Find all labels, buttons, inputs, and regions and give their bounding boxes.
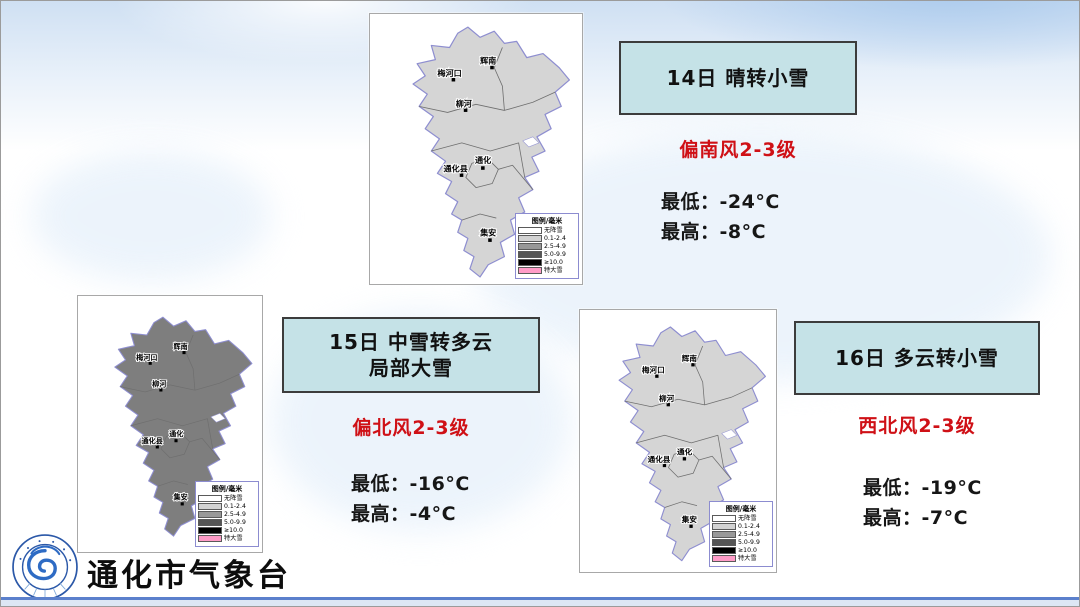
wind-text-day14: 偏南风2-3级: [679, 139, 797, 161]
low-temp-value: -16°C: [409, 473, 470, 495]
high-temp-value: -7°C: [921, 507, 969, 529]
legend-label: 特大雪: [224, 534, 243, 543]
high-temp-row: 最高：-4°C: [351, 499, 470, 529]
temps-day15: 最低：-16°C 最高：-4°C: [351, 469, 470, 529]
legend-swatch: [712, 515, 736, 522]
legend-swatch: [518, 235, 542, 242]
legend-swatch: [712, 539, 736, 546]
forecast-title-day15: 15日 中雪转多云 局部大雪: [282, 317, 540, 393]
legend-swatch: [712, 523, 736, 530]
temps-day14: 最低：-24°C 最高：-8°C: [661, 187, 780, 247]
legend-swatch: [518, 251, 542, 258]
low-temp-label: 最低：: [661, 191, 720, 213]
snowfall-map-day16: 图例/毫米 无降雪 0.1-2.4 2.5-4.9 5.0-9.9 ≥10.0 …: [579, 309, 777, 573]
low-temp-value: -24°C: [719, 191, 780, 213]
map-legend: 图例/毫米 无降雪 0.1-2.4 2.5-4.9 5.0-9.9 ≥10.0 …: [195, 481, 259, 547]
legend-label: ≥10.0: [738, 546, 757, 555]
high-temp-row: 最高：-7°C: [863, 503, 982, 533]
forecast-title-line: 14日 晴转小雪: [666, 66, 810, 90]
legend-swatch: [198, 519, 222, 526]
legend-label: 5.0-9.9: [544, 250, 566, 259]
high-temp-label: 最高：: [863, 507, 922, 529]
snowfall-map-day14: 图例/毫米 无降雪 0.1-2.4 2.5-4.9 5.0-9.9 ≥10.0 …: [369, 13, 583, 285]
low-temp-label: 最低：: [351, 473, 410, 495]
legend-label: ≥10.0: [224, 526, 243, 535]
legend-swatch: [198, 495, 222, 502]
low-temp-row: 最低：-24°C: [661, 187, 780, 217]
temps-day16: 最低：-19°C 最高：-7°C: [863, 473, 982, 533]
legend-label: 无降雪: [738, 514, 757, 523]
forecast-title-line: 局部大雪: [369, 356, 453, 380]
bottom-accent-line: [1, 597, 1079, 600]
legend-label: 2.5-4.9: [544, 242, 566, 251]
forecast-title-day16: 16日 多云转小雪: [794, 321, 1040, 395]
high-temp-value: -8°C: [719, 221, 767, 243]
legend-label: 特大雪: [544, 266, 563, 275]
bottom-strip: [1, 600, 1079, 606]
low-temp-label: 最低：: [863, 477, 922, 499]
meteorological-administration-logo-icon: [12, 534, 78, 600]
legend-title: 图例/毫米: [725, 505, 757, 513]
snowfall-map-day15: 图例/毫米 无降雪 0.1-2.4 2.5-4.9 5.0-9.9 ≥10.0 …: [77, 295, 263, 553]
legend-swatch: [198, 503, 222, 510]
legend-swatch: [198, 527, 222, 534]
legend-swatch: [712, 555, 736, 562]
legend-label: 2.5-4.9: [738, 530, 760, 539]
legend-title: 图例/毫米: [211, 485, 243, 493]
wind-text-day15: 偏北风2-3级: [352, 417, 470, 439]
legend-label: 5.0-9.9: [738, 538, 760, 547]
legend-swatch: [518, 243, 542, 250]
legend-swatch: [712, 531, 736, 538]
high-temp-label: 最高：: [351, 503, 410, 525]
map-legend: 图例/毫米 无降雪 0.1-2.4 2.5-4.9 5.0-9.9 ≥10.0 …: [709, 501, 773, 567]
legend-swatch: [518, 227, 542, 234]
legend-label: 无降雪: [224, 494, 243, 503]
low-temp-value: -19°C: [921, 477, 982, 499]
legend-swatch: [518, 267, 542, 274]
low-temp-row: 最低：-19°C: [863, 473, 982, 503]
high-temp-row: 最高：-8°C: [661, 217, 780, 247]
legend-label: 无降雪: [544, 226, 563, 235]
legend-label: 2.5-4.9: [224, 510, 246, 519]
low-temp-row: 最低：-16°C: [351, 469, 470, 499]
legend-label: 特大雪: [738, 554, 757, 563]
legend-label: 0.1-2.4: [738, 522, 760, 531]
legend-label: 0.1-2.4: [544, 234, 566, 243]
legend-swatch: [198, 511, 222, 518]
legend-label: 0.1-2.4: [224, 502, 246, 511]
wind-text-day16: 西北风2-3级: [858, 415, 976, 437]
legend-label: ≥10.0: [544, 258, 563, 267]
forecast-title-day14: 14日 晴转小雪: [619, 41, 857, 115]
legend-swatch: [198, 535, 222, 542]
high-temp-label: 最高：: [661, 221, 720, 243]
high-temp-value: -4°C: [409, 503, 457, 525]
legend-swatch: [518, 259, 542, 266]
background-watermark: [31, 151, 271, 281]
forecast-title-line: 16日 多云转小雪: [835, 346, 999, 370]
forecast-title-line: 15日 中雪转多云: [329, 330, 493, 354]
legend-swatch: [712, 547, 736, 554]
footer: 通化市气象台: [11, 533, 291, 601]
legend-label: 5.0-9.9: [224, 518, 246, 527]
map-legend: 图例/毫米 无降雪 0.1-2.4 2.5-4.9 5.0-9.9 ≥10.0 …: [515, 213, 579, 279]
legend-title: 图例/毫米: [531, 217, 563, 225]
station-name: 通化市气象台: [87, 557, 291, 594]
